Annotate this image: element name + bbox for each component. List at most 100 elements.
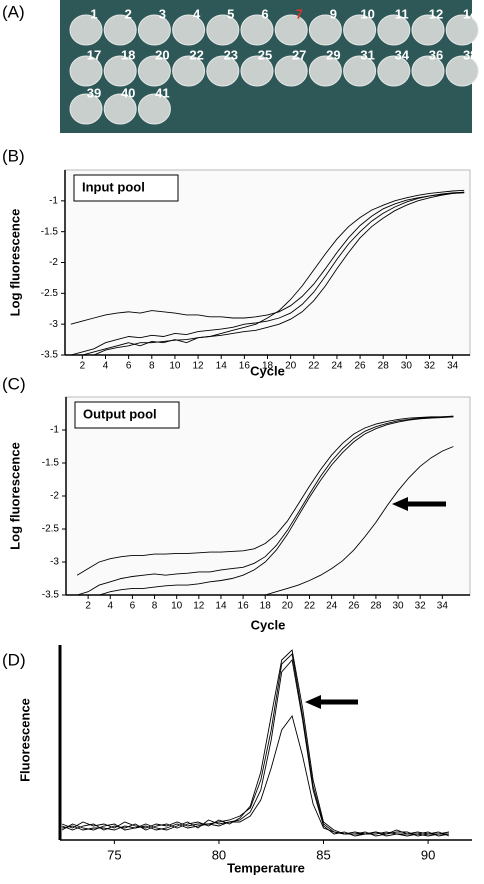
well	[137, 93, 171, 125]
well-label: 14	[463, 6, 478, 21]
arrow-c	[392, 497, 446, 511]
well-label: 17	[87, 47, 101, 62]
y-tick-label: -2.5	[42, 524, 60, 535]
curve	[70, 191, 465, 356]
x-tick-label: 16	[238, 601, 250, 612]
y-tick-label: -3	[49, 319, 58, 330]
well-label: 23	[224, 47, 238, 62]
x-tick-label: 34	[447, 361, 459, 372]
panel-label: (B)	[2, 146, 25, 165]
curve	[61, 649, 450, 837]
x-tick-label: 24	[326, 601, 338, 612]
well	[308, 14, 342, 46]
x-tick-label: 4	[107, 601, 113, 612]
chart-title: Output pool	[83, 406, 157, 421]
well	[206, 55, 240, 87]
x-tick-label: 32	[415, 601, 427, 612]
well-label: 20	[155, 47, 169, 62]
well-label: 5	[227, 6, 234, 21]
curve	[70, 189, 465, 356]
well-label: 12	[429, 6, 443, 21]
y-axis-label: Log fluorescence	[7, 209, 22, 317]
curve	[77, 416, 454, 596]
well	[103, 93, 137, 125]
panel-label: (A)	[2, 2, 25, 21]
well-label: 9	[330, 6, 337, 21]
curve	[61, 658, 450, 837]
well-label: 25	[258, 47, 272, 62]
well-label: 39	[87, 85, 101, 100]
well-label: 22	[189, 47, 203, 62]
x-tick-label: 20	[282, 601, 294, 612]
chart-title: Input pool	[82, 179, 145, 194]
well-label: 29	[326, 47, 340, 62]
well	[445, 14, 479, 46]
curve	[70, 191, 465, 356]
plots: (B)-3.5-3-2.5-2-1.5-12 4 6 8 10 12 14 16 18 20 22 2…	[2, 146, 472, 875]
well	[377, 14, 411, 46]
x-tick-label: 4	[103, 361, 109, 372]
well	[343, 55, 377, 87]
x-tick-label: 22	[304, 601, 316, 612]
well	[308, 55, 342, 87]
well-label: 36	[429, 47, 443, 62]
well-label: 7	[296, 6, 303, 21]
x-axis-label: Cycle	[251, 617, 286, 632]
well	[240, 55, 274, 87]
y-tick-label: -3.5	[42, 590, 60, 601]
well	[411, 55, 445, 87]
x-tick-label: 8	[149, 361, 155, 372]
panel-label: (C)	[2, 374, 26, 393]
x-tick-label: 16	[239, 361, 251, 372]
x-axis-label: Cycle	[250, 363, 285, 378]
x-tick-label: 12	[193, 361, 205, 372]
x-tick-label: 8	[152, 601, 158, 612]
well	[411, 14, 445, 46]
curve	[76, 415, 454, 576]
title-box	[73, 174, 179, 202]
y-tick-label: -2	[49, 257, 58, 268]
well	[274, 14, 308, 46]
y-axis-label: Fluorescence	[17, 698, 32, 782]
well-label: 40	[121, 85, 135, 100]
x-tick-label: 14	[215, 601, 227, 612]
x-tick-label: 90	[421, 847, 435, 862]
x-axis-label: Temperature	[227, 860, 305, 875]
y-tick-label: -1.5	[41, 226, 59, 237]
x-tick-label: 12	[193, 601, 205, 612]
well	[377, 55, 411, 87]
title-box	[74, 401, 180, 429]
well	[103, 55, 137, 87]
x-tick-label: 6	[130, 601, 136, 612]
x-tick-label: 28	[370, 601, 382, 612]
x-tick-label: 24	[331, 361, 343, 372]
x-tick-label: 6	[126, 361, 132, 372]
x-tick-label: 20	[285, 361, 297, 372]
well	[103, 14, 137, 46]
x-tick-label: 18	[262, 361, 274, 372]
well-label: 38	[463, 47, 477, 62]
well	[274, 55, 308, 87]
well-label: 1	[90, 6, 97, 21]
y-axis-label: Log fluorescence	[7, 442, 22, 550]
x-tick-label: 34	[437, 601, 449, 612]
x-tick-label: 32	[424, 361, 436, 372]
x-tick-label: 30	[392, 601, 404, 612]
well-label: 2	[125, 6, 132, 21]
well	[69, 14, 103, 46]
well-label: 10	[360, 6, 374, 21]
curve	[77, 446, 454, 596]
x-tick-label: 10	[169, 361, 181, 372]
arrow-d	[305, 695, 358, 709]
x-tick-label: 14	[216, 361, 228, 372]
curve	[76, 416, 454, 596]
x-tick-label: 28	[378, 361, 390, 372]
well	[172, 14, 206, 46]
x-tick-label: 10	[171, 601, 183, 612]
x-tick-label: 18	[260, 601, 272, 612]
plot-frame	[65, 396, 471, 596]
x-tick-label: 75	[107, 847, 121, 862]
x-tick-label: 85	[316, 847, 330, 862]
y-tick-label: -3.5	[41, 350, 59, 361]
